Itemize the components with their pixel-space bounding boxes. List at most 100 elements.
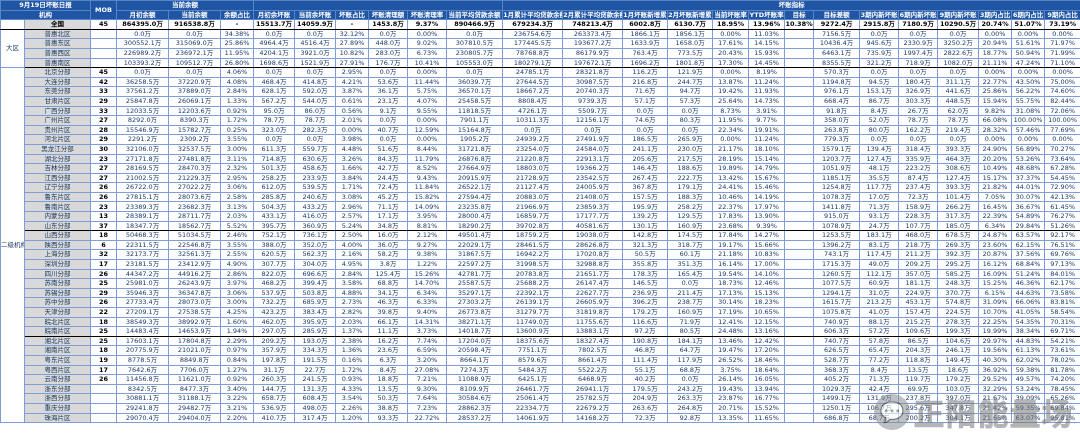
value-cell: 53.24% <box>1011 383 1046 395</box>
value-cell <box>784 354 815 366</box>
value-cell: 77.69% <box>1044 124 1080 136</box>
value-cell: 12.41% <box>712 316 750 328</box>
mob-cell: 26 <box>90 182 118 193</box>
value-cell: 243.2万 <box>667 383 714 395</box>
mob-cell: 6 <box>90 239 118 251</box>
value-cell: 51.6万 <box>368 143 409 155</box>
value-cell: 441.6万 <box>937 86 980 97</box>
value-cell: 35.5万 <box>859 172 900 184</box>
value-cell: 3.87% <box>335 86 370 97</box>
value-cell: 1.22% <box>407 259 448 270</box>
value-cell: 368.3万 <box>813 364 861 376</box>
value-cell: 86.0万 <box>294 105 337 117</box>
value-cell: 57.1万 <box>622 95 669 107</box>
value-cell: 31.0万 <box>859 287 900 299</box>
value-cell: 395.7万 <box>253 220 296 232</box>
value-cell: 321.2万 <box>859 57 900 69</box>
value-cell: 26941.1万 <box>562 383 624 395</box>
value-cell: 27491.9万 <box>562 134 624 145</box>
value-cell: 269.3万 <box>937 239 980 251</box>
value-cell: 0.0万 <box>898 134 939 145</box>
value-cell: 216.8万 <box>622 76 669 88</box>
value-cell: 39702.8万 <box>502 220 564 232</box>
value-cell: 44.63% <box>1011 287 1046 299</box>
value-cell: 19.91% <box>748 124 786 136</box>
value-cell: 0.0万 <box>937 134 980 145</box>
table-row: 鲁南片区 23 23389.3万 23682.3万 3.13% 504.3万 433.2万 2… <box>1 201 1080 213</box>
org-group-cell: 二级机构 <box>0 67 25 424</box>
value-cell: 1715.3万 <box>813 259 861 270</box>
value-cell: 9.39% <box>748 220 786 232</box>
value-cell: 18.10% <box>748 143 786 155</box>
value-cell: 34.8万 <box>368 220 409 232</box>
value-cell: 2309.2万 <box>168 134 222 145</box>
value-cell: 56.89% <box>1011 143 1046 155</box>
value-cell: 752.1万 <box>253 230 296 241</box>
value-cell: 139.2万 <box>622 211 669 222</box>
value-cell: 433.2万 <box>294 201 337 213</box>
value-cell: 10290.5万 <box>937 19 980 30</box>
value-cell: 204.9万 <box>622 393 669 404</box>
mob-cell: 45 <box>90 67 118 78</box>
value-cell <box>784 28 815 40</box>
value-cell: 2.03% <box>335 316 370 328</box>
column-header: 3期内占比 <box>978 9 1013 21</box>
value-cell: 3.55% <box>220 239 255 251</box>
value-cell: 18.95% <box>712 19 750 30</box>
table-row: 浙东分部 8342.5万 8477.3万 3.40% 144.7万 131.3万 4.33%… <box>1 383 1080 395</box>
value-cell <box>784 67 815 78</box>
value-cell: 153.1万 <box>859 86 900 97</box>
value-cell: 0.00% <box>978 28 1013 40</box>
value-cell: 283.0万 <box>368 47 409 59</box>
value-cell: 36.0万 <box>368 239 409 251</box>
value-cell: 433.1万 <box>253 211 296 222</box>
value-cell: 18803.0万 <box>502 163 564 174</box>
value-cell: 21966.9万 <box>502 201 564 213</box>
value-cell: 57.8万 <box>859 335 900 347</box>
value-cell: 127.4万 <box>859 153 900 165</box>
value-cell: 236754.6万 <box>502 28 564 40</box>
value-cell: 23181.5万 <box>116 259 170 270</box>
value-cell: 77.2万 <box>859 354 900 366</box>
value-cell: 0.0万 <box>368 67 409 78</box>
value-cell: 80.0万 <box>859 124 900 136</box>
value-cell: 1.94% <box>220 326 255 337</box>
value-cell: 4.00% <box>335 239 370 251</box>
value-cell: 103.0万 <box>937 383 980 395</box>
column-header: 9期内新坏账 <box>937 9 980 21</box>
value-cell: 174.5万 <box>667 230 714 241</box>
value-cell: 30.14% <box>712 297 750 308</box>
mob-cell: 19 <box>90 354 118 366</box>
value-cell: 180.4万 <box>898 76 939 88</box>
value-cell: 218.7万 <box>898 239 939 251</box>
value-cell: 38549.3万 <box>116 316 170 328</box>
value-cell: 5522.2万 <box>562 364 624 376</box>
table-row: 鲁东片区 26 27815.1万 28073.6万 2.58% 285.8万 240.6万 3… <box>1 191 1080 203</box>
value-cell: 42.7万 <box>368 163 409 174</box>
value-cell: 14.31% <box>407 316 448 328</box>
value-cell: 100.00% <box>1011 115 1046 126</box>
value-cell: 612.0万 <box>253 182 296 193</box>
value-cell: 23.1万 <box>368 95 409 107</box>
value-cell: 7751.1万 <box>502 345 564 356</box>
value-cell: 1801.8万 <box>667 57 714 69</box>
value-cell: 125.4万 <box>368 268 409 280</box>
value-cell: 230805.7万 <box>446 47 504 59</box>
value-cell: 14.10% <box>748 268 786 280</box>
value-cell: 71.10% <box>1044 57 1080 69</box>
value-cell: 185.0万 <box>937 220 980 232</box>
value-cell: 236972.1万 <box>168 47 222 59</box>
value-cell: 42.13% <box>1044 191 1080 203</box>
value-cell: 8292.0万 <box>116 115 170 126</box>
value-cell: 2915.8万 <box>859 19 900 30</box>
value-cell: 94.5万 <box>859 76 900 88</box>
value-cell: 129.5万 <box>667 211 714 222</box>
value-cell: 501.3万 <box>253 163 296 174</box>
table-row: 湘南片区 18 20775.9万 21021.0万 0.97% 357.9万 334.3万 1… <box>1 345 1080 356</box>
value-cell: 26722.0万 <box>116 182 170 193</box>
value-cell: 69.76% <box>1044 249 1080 261</box>
value-cell: 28537.2万 <box>446 412 504 424</box>
table-row: 皖北片区 18 38549.3万 38992.9万 1.60% 462.0万 395.9万 2… <box>1 316 1080 328</box>
value-cell: 0.0万 <box>446 28 504 40</box>
value-cell: 19.47% <box>712 345 750 356</box>
